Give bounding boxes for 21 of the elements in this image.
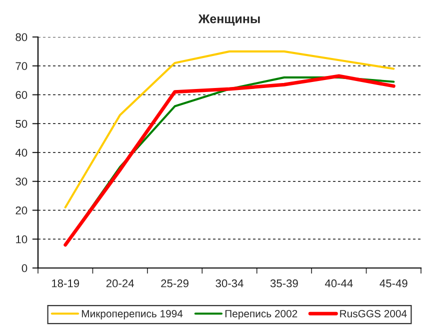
x-tick-label: 20-24	[106, 279, 134, 288]
y-tick-label: 0	[22, 264, 28, 272]
y-tick-label: 30	[16, 178, 28, 186]
x-tick-label: 35-39	[270, 279, 298, 288]
legend-label: RusGGS 2004	[340, 310, 407, 318]
x-tick-label: 40-44	[324, 279, 353, 288]
x-tick-label: 18-19	[52, 279, 80, 288]
line-series	[64, 50, 395, 208]
x-tick-label: 25-29	[161, 279, 188, 288]
y-tick-label: 80	[16, 33, 28, 42]
y-tick-label: 10	[16, 235, 28, 244]
x-tick-label: 45-49	[380, 279, 408, 288]
legend-label: Перепись 2002	[225, 310, 298, 320]
y-tick-label: 20	[16, 206, 28, 214]
legend-label: Микроперепись 1994	[82, 310, 183, 320]
y-tick-label: 40	[15, 148, 28, 157]
y-tick-label: 70	[16, 62, 28, 70]
y-tick-label: 60	[16, 91, 28, 99]
chart-title: Женщины	[198, 14, 260, 26]
x-tick-label: 30-34	[216, 279, 244, 288]
y-tick-label: 50	[16, 120, 28, 128]
